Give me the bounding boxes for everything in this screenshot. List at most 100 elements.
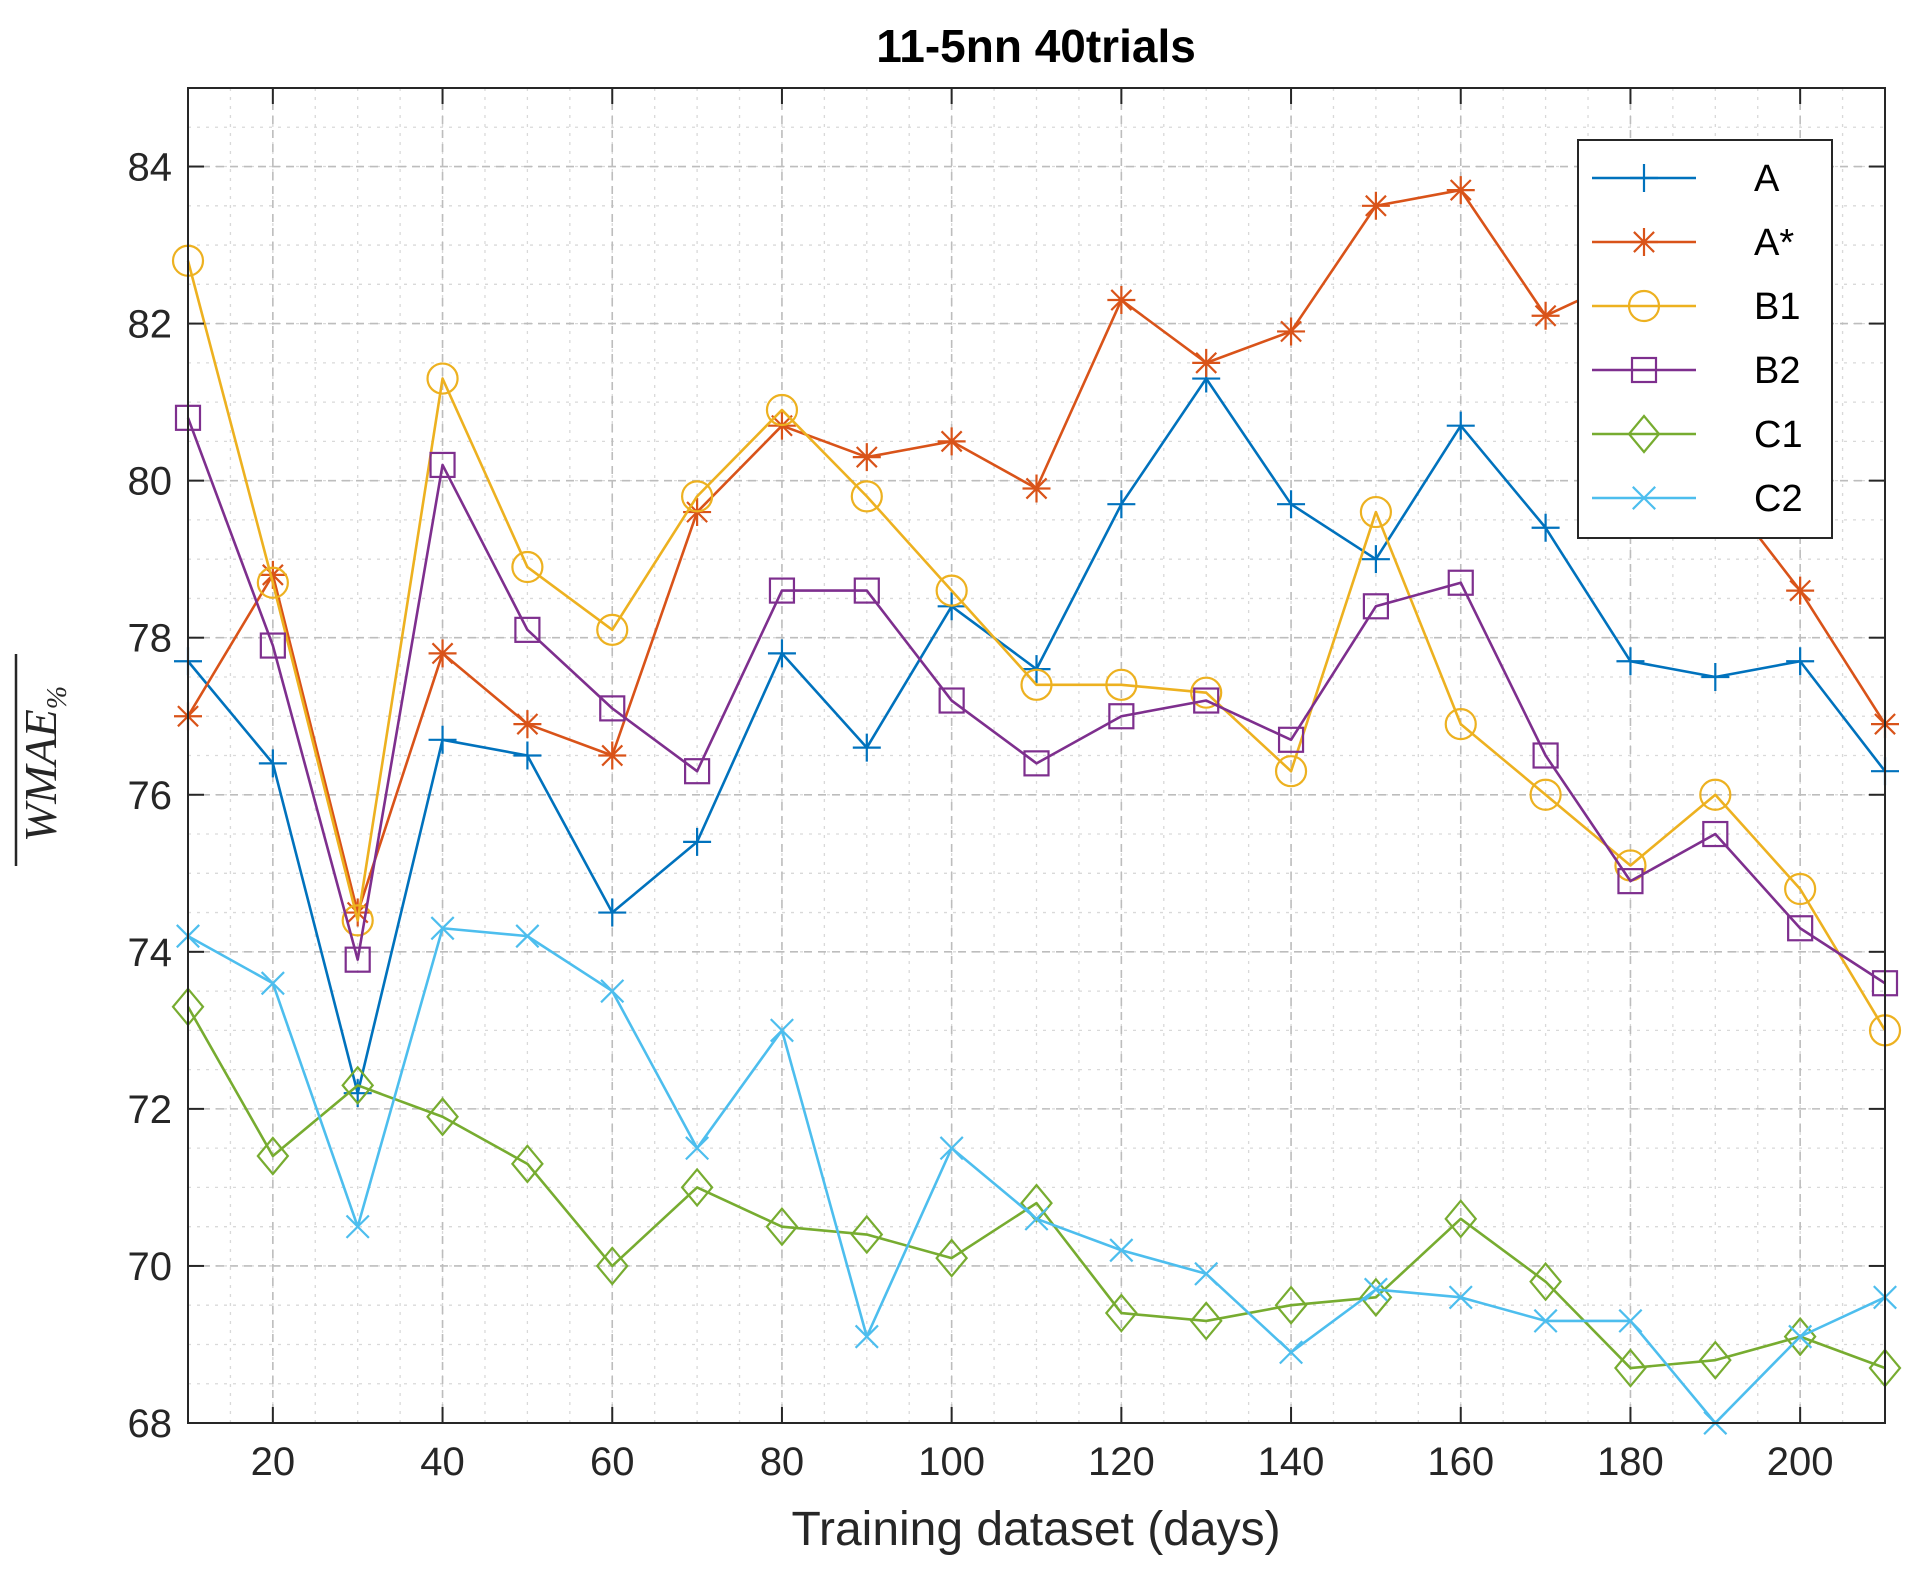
data-point-a (428, 725, 457, 754)
series-line-b1 (186, 260, 1887, 1032)
data-point-b2 (683, 758, 711, 785)
data-point-c2 (1109, 1238, 1134, 1263)
data-point-a (1107, 490, 1136, 519)
data-point-a (1531, 513, 1560, 542)
data-point-a-star (1786, 576, 1815, 605)
data-point-c1 (1104, 1293, 1138, 1333)
data-point-b1 (1274, 755, 1308, 788)
data-point-c2 (854, 1324, 879, 1349)
axis-ticks (188, 88, 1885, 1424)
data-point-b2 (938, 687, 965, 714)
data-point-c1 (1020, 1183, 1053, 1223)
data-point-a (683, 827, 712, 856)
data-point-b1 (680, 480, 714, 513)
x-tick-label: 100 (918, 1440, 985, 1484)
data-point-b1 (1105, 668, 1138, 701)
data-point-c1 (850, 1214, 884, 1255)
y-tick-label: 76 (128, 774, 173, 818)
legend-label: B1 (1754, 286, 1800, 328)
data-point-b1 (850, 480, 883, 513)
data-point-b2 (1023, 750, 1050, 777)
data-point-a-star (852, 443, 881, 472)
data-point-b1 (1444, 707, 1477, 741)
x-tick-label: 200 (1767, 1440, 1834, 1484)
legend-box (1577, 139, 1833, 539)
legend-label: C2 (1754, 478, 1803, 520)
y-tick-label: 68 (128, 1402, 173, 1446)
data-point-c1 (1698, 1340, 1732, 1380)
data-point-b2 (429, 451, 456, 479)
data-point-c2 (1363, 1277, 1388, 1302)
data-point-c2 (939, 1136, 964, 1161)
data-point-b2 (1532, 742, 1559, 769)
data-point-a-star (1531, 301, 1560, 330)
data-point-b1 (1699, 778, 1732, 811)
plot-frame (187, 87, 1886, 1424)
x-tick-label: 160 (1427, 1440, 1494, 1484)
data-point-c1 (1444, 1199, 1478, 1239)
legend-entry-a-star: A* (1592, 222, 1794, 264)
data-point-c2 (600, 979, 625, 1004)
series-line-b2 (186, 417, 1886, 985)
series-b2 (174, 404, 1899, 997)
data-point-b2 (259, 632, 286, 659)
data-point-b1 (426, 362, 459, 395)
data-point-a (1701, 662, 1730, 691)
data-point-c2 (1533, 1308, 1558, 1333)
data-point-b2 (1787, 915, 1814, 942)
legend-entry-b1: B1 (1592, 286, 1800, 328)
data-point-b1 (765, 393, 799, 427)
data-point-b2 (344, 946, 371, 973)
x-tick-label: 120 (1088, 1440, 1155, 1484)
data-point-a (513, 741, 542, 770)
tick-labels: 20 40 60 80 100 120 140 160 180 200 68 70 72 74 76 78 80… (128, 146, 1834, 1484)
data-point-c1 (1614, 1348, 1647, 1388)
data-point-b1 (935, 574, 968, 607)
legend-marker (1627, 289, 1661, 323)
legend-entry-c1: C1 (1592, 414, 1803, 456)
data-point-b2 (853, 577, 880, 604)
data-point-c2 (1194, 1261, 1219, 1286)
y-tick-label: 78 (128, 617, 173, 661)
data-point-b2 (1617, 868, 1644, 895)
legend-entry-c2: C2 (1592, 478, 1803, 520)
data-point-c2 (1788, 1324, 1813, 1349)
legend-marker (1630, 356, 1658, 384)
series-line-c1 (186, 1006, 1886, 1370)
x-tick-label: 60 (590, 1440, 635, 1484)
data-point-c1 (426, 1097, 459, 1137)
data-point-c1 (1189, 1301, 1223, 1341)
data-point-a (1616, 647, 1645, 676)
data-point-c1 (765, 1206, 799, 1247)
data-point-a-star (1107, 286, 1136, 315)
data-point-a-star (598, 741, 627, 770)
data-point-c2 (1618, 1308, 1643, 1333)
data-point-b2 (1702, 820, 1729, 848)
data-point-c2 (1024, 1206, 1049, 1231)
data-point-a-star (1022, 474, 1051, 503)
data-point-c2 (1279, 1340, 1304, 1365)
data-point-c1 (510, 1144, 544, 1184)
data-point-c1 (935, 1238, 969, 1278)
y-axis-label-main: WMAE (15, 709, 66, 842)
y-axis-label-subscript: % (42, 686, 73, 709)
y-tick-label: 74 (128, 931, 173, 975)
x-tick-label: 20 (251, 1440, 296, 1484)
data-point-b1 (596, 613, 629, 646)
data-point-c2 (260, 971, 285, 996)
data-point-b1 (1020, 668, 1053, 701)
data-point-a-star (1192, 348, 1221, 377)
data-point-c1 (256, 1136, 290, 1176)
data-point-b1 (1529, 778, 1562, 811)
legend-label: A (1754, 158, 1780, 200)
data-point-b1 (1359, 495, 1393, 529)
data-point-b1 (256, 566, 289, 599)
data-point-a-star (1361, 191, 1390, 220)
legend-label: B2 (1754, 350, 1800, 392)
data-point-c1 (1274, 1285, 1308, 1325)
y-axis-label: WMAE% (14, 654, 73, 866)
legend-label: C1 (1754, 414, 1803, 456)
data-point-c2 (345, 1214, 370, 1239)
y-tick-label: 72 (128, 1088, 173, 1132)
